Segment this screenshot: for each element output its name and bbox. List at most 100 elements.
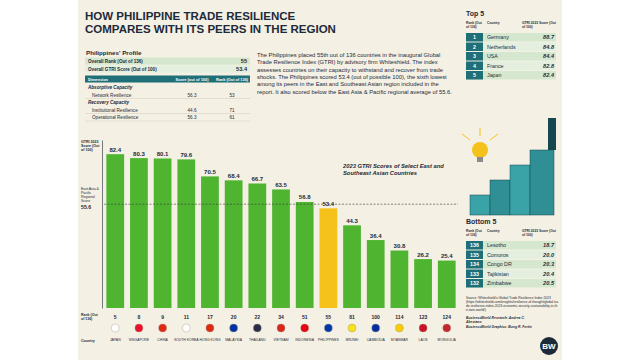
flag-icon (253, 324, 261, 332)
data-label: 68.4 (228, 173, 240, 179)
x-tick-label: MALAYSIA (225, 338, 242, 342)
flag-icon (395, 324, 403, 332)
table-rank-bg (466, 43, 483, 52)
bar (367, 240, 385, 308)
profile-title: Philippines' Profile (86, 49, 142, 56)
x-tick: SOUTH KOREA (174, 338, 199, 342)
rank-label: 11 (184, 314, 190, 320)
profile-value: 55 (241, 58, 247, 64)
profile-column: Rank (Out of 136) (216, 77, 249, 82)
text-line: Southeast Asian Countries (343, 170, 418, 176)
profile-rule (85, 113, 250, 114)
x-tick-label: PHILIPPINES (318, 338, 340, 342)
profile-cell: Operational Resilience (92, 115, 139, 120)
bar (296, 202, 314, 308)
x-tick: SINGAPORE (129, 338, 150, 342)
reference-line (104, 204, 458, 205)
profile-value: 53.4 (236, 66, 248, 72)
rank-label: 100 (372, 314, 381, 320)
rank-label: 123 (419, 314, 428, 320)
x-tick-label: SINGAPORE (129, 338, 150, 342)
table-cell: 88.7 (543, 34, 555, 40)
profile-row-bg (85, 58, 250, 65)
profile-cell: 56.3 (188, 115, 197, 120)
x-tick-label: HONG KONG (199, 338, 220, 342)
y-axis-line (102, 141, 103, 309)
table-row-bg (466, 270, 556, 279)
x-tick: BRUNEI (346, 338, 359, 342)
table-row-bg (466, 251, 556, 260)
profile-cell: 71 (229, 108, 235, 113)
flag-icon (135, 324, 143, 332)
profile-rule (85, 121, 250, 122)
data-label: 26.2 (417, 252, 429, 258)
x-tick-label: INDONESIA (295, 338, 314, 342)
y-axis-title: GTRI 2023Score (Outof 100) (81, 140, 100, 152)
flag-icon (348, 324, 356, 332)
table-row-bg (466, 279, 556, 288)
rank-label: 34 (278, 314, 284, 320)
flag-icon (277, 324, 285, 332)
profile-cell: Institutional Resilience (92, 108, 138, 113)
table-cell: 5 (473, 72, 476, 78)
illustration-bulb-base (477, 157, 483, 162)
x-tick-label: JAPAN (110, 338, 121, 342)
table-cell: 133 (470, 271, 479, 277)
table-title: Bottom 5 (466, 218, 496, 225)
rank-label: 114 (395, 314, 403, 320)
flag-icon (419, 324, 427, 332)
table-cell: 134 (470, 261, 479, 267)
profile-column: Score (out of 100) (176, 77, 210, 82)
table-cell: Congo DR (487, 261, 512, 267)
table-cell: 82.4 (543, 72, 555, 78)
profile-column: Dimension (88, 77, 109, 82)
text-line: The Philippines placed 55th out of 136 c… (257, 52, 440, 58)
x-tick: PHILIPPINES (318, 338, 340, 342)
text-line: BusinessWorld Graphics: Bong R. Fortin (466, 325, 532, 329)
profile-cell: Network Resilience (92, 93, 132, 98)
flag-icon (159, 324, 167, 332)
table-row-bg (466, 43, 556, 52)
illustration-block (530, 150, 554, 215)
bar (438, 261, 456, 308)
text-line: of 100) (522, 25, 533, 29)
chart-title: 2023 GTRI Scores of Select East andSouth… (342, 163, 444, 176)
data-label: 70.5 (204, 169, 216, 175)
profile-cell: 44.6 (188, 108, 197, 113)
x-tick: CAMBODIA (367, 338, 386, 342)
text-line: of 100) (81, 148, 93, 152)
table-column: GTRI 2023 Score (Outof 100) (522, 229, 557, 237)
x-tick: LAOS (419, 338, 429, 342)
x-tick: THAILAND (249, 338, 266, 342)
text-line: Abestano (465, 320, 481, 324)
bar (272, 189, 290, 308)
table-rank-bg (466, 71, 483, 80)
text-line: e-twin-world/) (466, 308, 486, 312)
table-cell: 4 (473, 63, 476, 69)
bar (130, 158, 148, 308)
x-tick-label: CHINA (157, 338, 168, 342)
illustration-building (548, 118, 556, 150)
table-cell: 135 (470, 252, 479, 258)
title: HOW PHILIPPINE TRADE RESILIENCE (85, 10, 296, 22)
country-row-label: Country (81, 339, 95, 343)
x-tick: VIETNAM (273, 338, 288, 342)
rank-label: 81 (349, 314, 355, 320)
x-tick-label: CAMBODIA (367, 338, 386, 342)
table-column: Country (487, 229, 500, 233)
x-tick-label: VIETNAM (273, 338, 288, 342)
data-label: 63.5 (275, 182, 287, 188)
table-cell: 20.4 (542, 271, 555, 277)
profile-section: Absorptive Capacity (87, 85, 133, 90)
infographic: HOW PHILIPPINE TRADE RESILIENCECOMPARES … (0, 0, 640, 360)
rank-label: 20 (231, 314, 237, 320)
table-cell: Japan (487, 72, 501, 78)
x-tick-label: LAOS (419, 338, 429, 342)
table-cell: Netherlands (487, 44, 516, 50)
bar (391, 251, 409, 308)
data-label: 79.6 (180, 152, 192, 158)
profile-header-bg (85, 76, 250, 83)
table-cell: 20.0 (542, 252, 555, 258)
table-rank-bg (466, 62, 483, 71)
profile-row-bg (85, 66, 250, 73)
